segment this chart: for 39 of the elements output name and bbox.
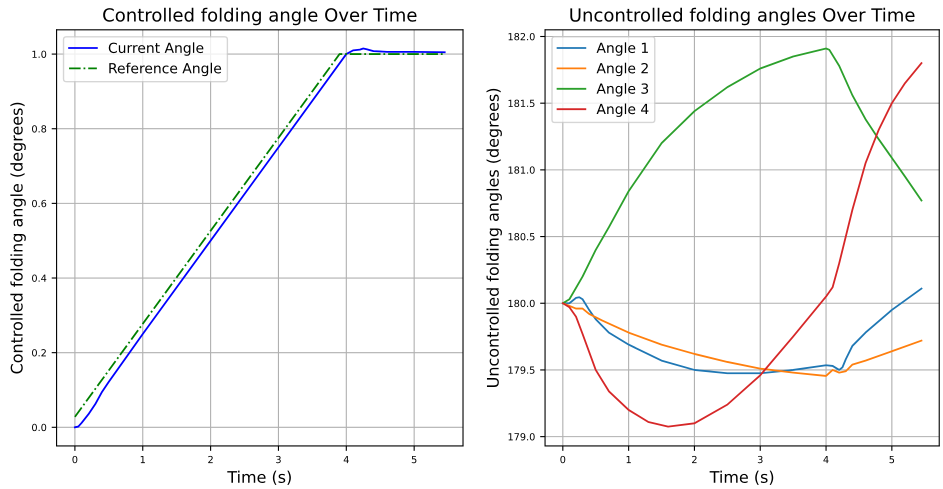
chart-title: Uncontrolled folding angles Over Time bbox=[570, 8, 915, 26]
y-tick-label: 179.0 bbox=[508, 433, 535, 440]
legend-label: Angle 4 bbox=[596, 103, 648, 117]
x-tick-label: 0 bbox=[72, 456, 78, 464]
y-tick-label: 0.8 bbox=[32, 125, 46, 133]
y-axis-title: Uncontrolled folding angles (degrees) bbox=[486, 88, 502, 387]
legend-label: Angle 3 bbox=[596, 83, 648, 97]
line-series bbox=[562, 62, 922, 428]
y-tick-label: 0.6 bbox=[32, 200, 46, 208]
x-tick-label: 2 bbox=[208, 456, 213, 464]
x-tick-label: 5 bbox=[890, 456, 894, 464]
y-tick-label: 0.2 bbox=[32, 349, 46, 356]
x-tick-label: 4 bbox=[823, 456, 829, 464]
legend-label: Current Angle bbox=[108, 42, 204, 56]
y-tick-label: 0.0 bbox=[32, 424, 46, 432]
x-tick-label: 3 bbox=[276, 456, 281, 464]
y-tick-label: 0.4 bbox=[32, 274, 46, 282]
y-tick-label: 181.5 bbox=[508, 100, 534, 108]
y-axis-title: Controlled folding angle (degrees) bbox=[10, 102, 26, 374]
x-tick-label: 5 bbox=[412, 456, 416, 464]
x-tick-label: 1 bbox=[140, 456, 145, 464]
line-series bbox=[562, 302, 922, 377]
chart-title: Controlled folding angle Over Time bbox=[103, 8, 416, 26]
legend-label: Angle 2 bbox=[596, 62, 648, 76]
x-axis-title: Time (s) bbox=[227, 470, 291, 485]
y-tick-label: 180.0 bbox=[508, 300, 535, 308]
y-tick-label: 1.0 bbox=[32, 50, 46, 58]
y-tick-label: 181.0 bbox=[508, 166, 535, 174]
x-tick-label: 3 bbox=[758, 456, 763, 464]
x-tick-label: 1 bbox=[626, 456, 631, 464]
x-tick-label: 0 bbox=[560, 456, 566, 464]
y-tick-label: 182.0 bbox=[508, 32, 535, 40]
x-tick-label: 4 bbox=[344, 456, 349, 464]
y-tick-label: 179.5 bbox=[508, 366, 534, 374]
legend-label: Reference Angle bbox=[109, 62, 222, 76]
x-axis-title: Time (s) bbox=[710, 470, 774, 485]
legend-label: Angle 1 bbox=[596, 42, 648, 56]
y-tick-label: 180.5 bbox=[508, 233, 534, 240]
x-tick-label: 2 bbox=[692, 456, 697, 464]
